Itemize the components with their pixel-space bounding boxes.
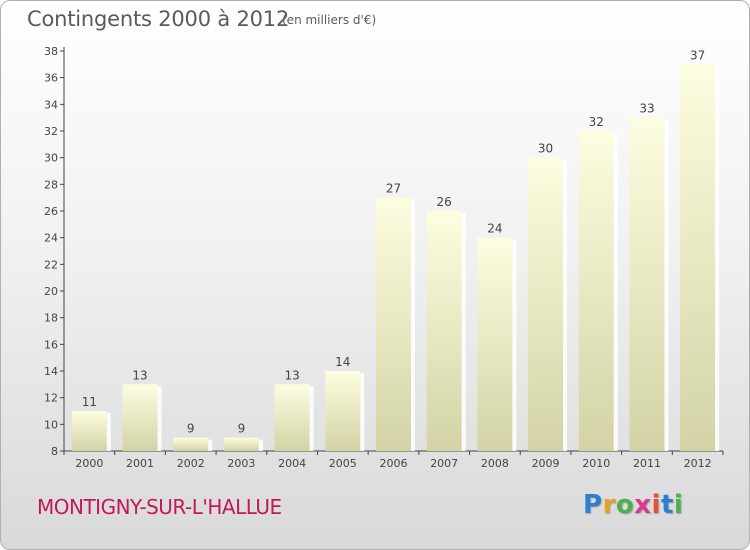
bar-highlight [360, 373, 365, 451]
data-label: 9 [238, 422, 246, 436]
data-label: 30 [538, 142, 553, 156]
data-label: 27 [386, 182, 401, 196]
x-tick-label: 2011 [633, 457, 661, 470]
bar [71, 411, 107, 451]
x-tick-label: 2003 [227, 457, 255, 470]
y-tick-label: 38 [44, 45, 58, 58]
bar-highlight [512, 239, 517, 451]
bar [578, 131, 614, 451]
bar [376, 197, 411, 451]
bar-highlight [461, 213, 466, 451]
logo-letter: i [651, 490, 661, 520]
data-label: 9 [187, 422, 195, 436]
data-label: 11 [82, 395, 97, 409]
y-tick-label: 30 [44, 152, 58, 165]
x-tick-label: 2004 [278, 457, 306, 470]
proxiti-logo[interactable]: Proxiti [583, 490, 683, 520]
bar-highlight [563, 159, 568, 451]
bar-highlight [157, 386, 162, 451]
x-tick-label: 2008 [481, 457, 509, 470]
chart-title: Contingents 2000 à 2012 [27, 7, 290, 31]
bar [274, 384, 310, 451]
y-tick-label: 32 [44, 125, 58, 138]
bar [122, 384, 158, 451]
bar-highlight [715, 66, 720, 451]
bar [223, 437, 259, 451]
bar [629, 117, 665, 452]
logo-letter: o [615, 490, 635, 520]
x-tick-label: 2006 [380, 457, 408, 470]
bar [477, 237, 513, 451]
data-label: 13 [132, 368, 147, 382]
logo-letter: r [602, 490, 616, 520]
x-tick-label: 2009 [532, 457, 560, 470]
logo-letter: i [673, 490, 684, 520]
y-tick-label: 34 [44, 98, 58, 111]
x-tick-label: 2007 [430, 457, 458, 470]
data-label: 13 [284, 368, 299, 382]
bar-highlight [309, 386, 314, 451]
y-tick-label: 22 [44, 258, 58, 271]
data-label: 33 [639, 102, 654, 116]
x-tick-label: 2000 [75, 457, 103, 470]
bar [680, 64, 716, 452]
bar-highlight [411, 199, 415, 451]
logo-letter: P [583, 490, 603, 520]
x-tick-label: 2002 [177, 457, 205, 470]
x-tick-label: 2001 [126, 457, 154, 470]
logo-letter: t [660, 490, 674, 520]
data-label: 37 [690, 48, 705, 62]
bar-highlight [664, 119, 669, 452]
bar-highlight [106, 413, 111, 451]
bar [325, 371, 361, 451]
y-tick-label: 36 [44, 72, 58, 85]
data-label: 14 [335, 355, 350, 369]
x-tick-label: 2010 [582, 457, 610, 470]
data-label: 24 [487, 222, 502, 236]
y-tick-label: 20 [44, 285, 58, 298]
y-tick-label: 28 [44, 178, 58, 191]
data-label: 32 [589, 115, 604, 129]
bar-highlight [208, 439, 213, 451]
bar-highlight [613, 133, 618, 451]
y-tick-label: 24 [44, 232, 58, 245]
data-label: 26 [437, 195, 452, 209]
x-tick-label: 2012 [684, 457, 712, 470]
x-tick-label: 2005 [329, 457, 357, 470]
y-tick-label: 12 [44, 392, 58, 405]
y-tick-label: 10 [44, 418, 58, 431]
place-name: MONTIGNY-SUR-L'HALLUE [37, 495, 282, 519]
y-tick-label: 18 [44, 312, 58, 325]
bar [528, 157, 564, 451]
chart-subtitle: (en milliers d'€) [282, 13, 377, 27]
bar [426, 211, 462, 451]
y-tick-label: 16 [44, 338, 58, 351]
y-tick-label: 26 [44, 205, 58, 218]
logo-letter: x [634, 490, 652, 520]
y-tick-label: 8 [51, 445, 58, 458]
y-tick-label: 14 [44, 365, 58, 378]
bar [173, 437, 209, 451]
bar-highlight [258, 439, 263, 451]
